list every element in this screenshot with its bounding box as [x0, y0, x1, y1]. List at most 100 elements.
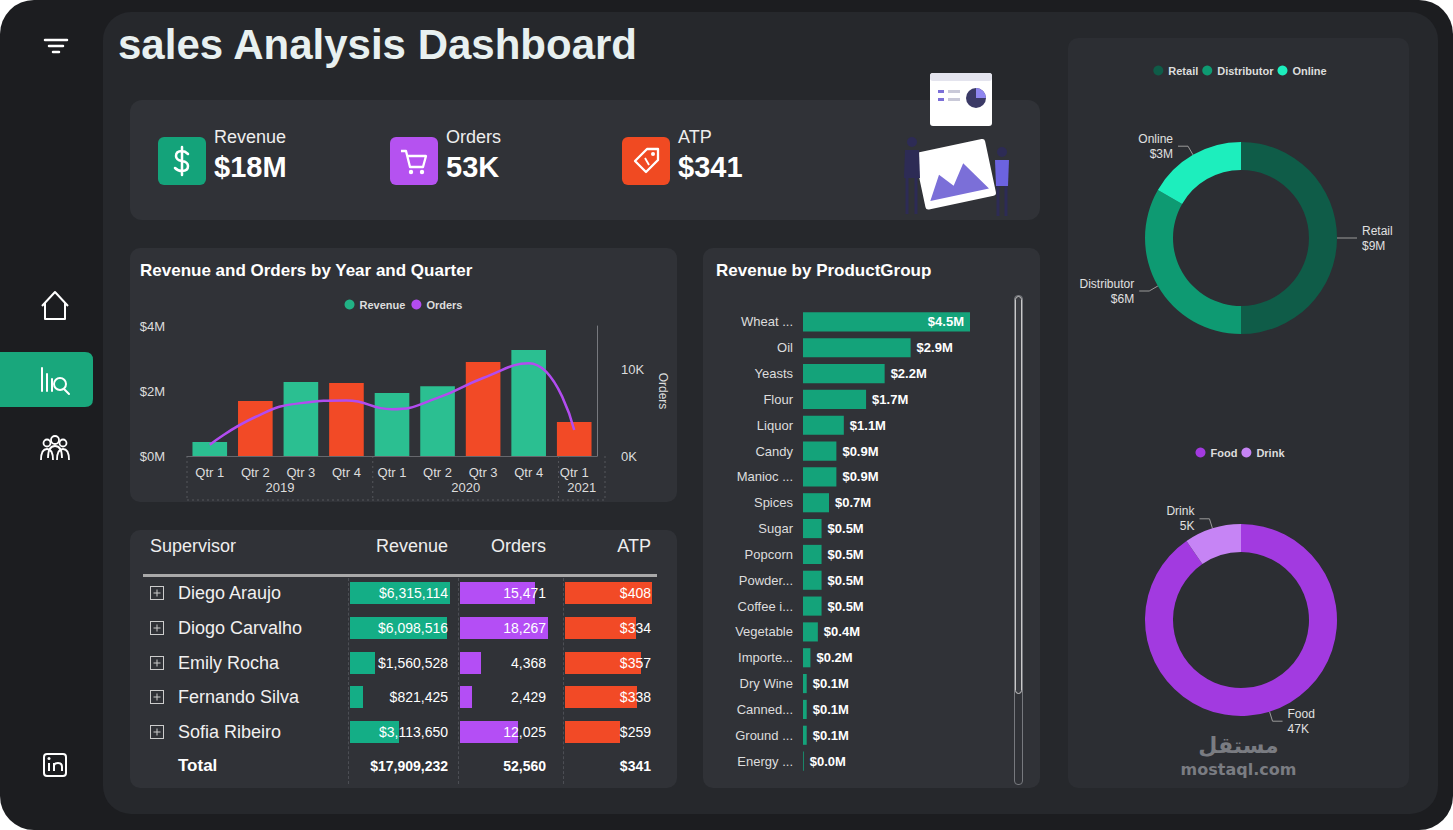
- svg-text:$1.7M: $1.7M: [872, 392, 908, 407]
- svg-text:Manioc ...: Manioc ...: [737, 469, 793, 484]
- svg-text:$0.5M: $0.5M: [828, 573, 864, 588]
- svg-text:Drink: Drink: [1166, 504, 1195, 518]
- svg-text:0K: 0K: [621, 449, 637, 464]
- svg-text:Popcorn: Popcorn: [745, 547, 793, 562]
- svg-text:$0.1M: $0.1M: [813, 728, 849, 743]
- html-text:Diego Araujo: Diego Araujo: [178, 583, 282, 603]
- svg-text:$0.1M: $0.1M: [813, 702, 849, 717]
- svg-text:Qtr 4: Qtr 4: [514, 465, 543, 480]
- svg-text:Orders: Orders: [656, 373, 670, 410]
- svg-text:$0.9M: $0.9M: [842, 444, 878, 459]
- svg-text:$3M: $3M: [1150, 147, 1173, 161]
- html-text:Supervisor: Supervisor: [150, 536, 236, 556]
- html-text:Sofia Ribeiro: Sofia Ribeiro: [178, 722, 282, 742]
- html-text:53K: 53K: [446, 151, 500, 183]
- svg-text:Qtr 4: Qtr 4: [332, 465, 361, 480]
- html-text:Emily Rocha: Emily Rocha: [178, 652, 279, 673]
- svg-text:Energy ...: Energy ...: [737, 754, 793, 769]
- svg-text:Coffee i...: Coffee i...: [738, 599, 793, 614]
- svg-text:Sugar: Sugar: [758, 521, 793, 536]
- svg-text:Liquor: Liquor: [757, 418, 794, 433]
- svg-text:Wheat ...: Wheat ...: [741, 314, 793, 329]
- svg-text:Candy: Candy: [755, 444, 793, 459]
- svg-text:Qtr 2: Qtr 2: [241, 465, 270, 480]
- html-text:$341: $341: [678, 151, 743, 183]
- svg-text:Yeasts: Yeasts: [754, 366, 793, 381]
- svg-text:$4.5M: $4.5M: [928, 314, 964, 329]
- svg-text:$0.1M: $0.1M: [813, 676, 849, 691]
- html-text:Revenue: Revenue: [375, 536, 448, 556]
- svg-text:Distributor: Distributor: [1217, 65, 1274, 77]
- svg-text:$2M: $2M: [140, 384, 165, 399]
- html-text:مستقل: مستقل: [1198, 733, 1279, 758]
- svg-text:Qtr 2: Qtr 2: [423, 465, 452, 480]
- html-text:ATP: ATP: [678, 127, 712, 147]
- html-text:Total: Total: [178, 756, 218, 775]
- svg-text:Revenue and Orders by Year and: Revenue and Orders by Year and Quarter: [140, 261, 473, 280]
- svg-text:Spices: Spices: [754, 495, 794, 510]
- svg-text:Dry Wine: Dry Wine: [740, 676, 793, 691]
- html-text:ATP: ATP: [617, 536, 651, 556]
- svg-text:Online: Online: [1292, 65, 1326, 77]
- html-text:18,267: 18,267: [503, 619, 546, 636]
- svg-text:$0M: $0M: [140, 449, 165, 464]
- svg-text:Revenue: Revenue: [360, 299, 406, 311]
- svg-text:Importe...: Importe...: [738, 650, 793, 665]
- svg-text:$9M: $9M: [1362, 239, 1385, 253]
- html-text:Fernando Silva: Fernando Silva: [178, 687, 300, 708]
- html-text:2,429: 2,429: [511, 689, 546, 706]
- svg-text:Online: Online: [1138, 132, 1173, 146]
- svg-text:Qtr 1: Qtr 1: [195, 465, 224, 480]
- svg-text:Ground ...: Ground ...: [735, 728, 793, 743]
- svg-text:Retail: Retail: [1362, 224, 1393, 238]
- svg-text:Retail: Retail: [1168, 65, 1198, 77]
- html-text:$18M: $18M: [214, 151, 287, 183]
- svg-text:Revenue by ProductGroup: Revenue by ProductGroup: [716, 261, 931, 280]
- svg-text:2020: 2020: [451, 480, 480, 495]
- svg-text:$0.2M: $0.2M: [816, 650, 852, 665]
- html-text:$334: $334: [619, 619, 651, 636]
- svg-text:Qtr 1: Qtr 1: [378, 465, 407, 480]
- svg-text:$0.5M: $0.5M: [828, 547, 864, 562]
- svg-text:$6M: $6M: [1111, 292, 1134, 306]
- svg-text:$0.5M: $0.5M: [828, 599, 864, 614]
- html-text:$357: $357: [619, 654, 651, 671]
- svg-text:47K: 47K: [1288, 722, 1309, 736]
- svg-text:10K: 10K: [621, 362, 644, 377]
- svg-text:$2.2M: $2.2M: [891, 366, 927, 381]
- svg-text:Qtr 1: Qtr 1: [560, 465, 589, 480]
- svg-text:2021: 2021: [567, 480, 596, 495]
- html-text:4,368: 4,368: [511, 654, 546, 671]
- html-text:sales Analysis Dashboard: sales Analysis Dashboard: [118, 21, 637, 68]
- svg-text:Drink: Drink: [1256, 447, 1285, 459]
- html-text:$6,098,516: $6,098,516: [377, 619, 448, 636]
- svg-text:$1.1M: $1.1M: [850, 418, 886, 433]
- svg-text:$0.5M: $0.5M: [828, 521, 864, 536]
- svg-text:Distributor: Distributor: [1080, 277, 1135, 291]
- svg-text:Qtr 3: Qtr 3: [286, 465, 315, 480]
- svg-text:$2.9M: $2.9M: [917, 340, 953, 355]
- html-text:Revenue: Revenue: [214, 127, 287, 147]
- svg-text:2019: 2019: [265, 480, 294, 495]
- svg-text:$4M: $4M: [140, 319, 165, 334]
- svg-text:Powder...: Powder...: [739, 573, 793, 588]
- svg-text:$0.9M: $0.9M: [842, 469, 878, 484]
- svg-text:Canned...: Canned...: [737, 702, 793, 717]
- svg-text:Qtr 3: Qtr 3: [469, 465, 498, 480]
- html-text:Orders: Orders: [446, 127, 501, 147]
- svg-text:Oil: Oil: [777, 340, 793, 355]
- html-text:$1,560,528: $1,560,528: [377, 654, 448, 671]
- html-text:$821,425: $821,425: [389, 689, 448, 706]
- svg-text:5K: 5K: [1180, 519, 1195, 533]
- svg-text:Vegetable: Vegetable: [735, 624, 793, 639]
- svg-text:Food: Food: [1288, 707, 1315, 721]
- svg-text:$0.0M: $0.0M: [810, 754, 846, 769]
- svg-text:Food: Food: [1211, 447, 1238, 459]
- svg-text:$0.4M: $0.4M: [824, 624, 860, 639]
- svg-text:Orders: Orders: [426, 299, 462, 311]
- html-text:Orders: Orders: [491, 536, 546, 556]
- html-text:Diogo Carvalho: Diogo Carvalho: [178, 617, 303, 638]
- html-text:mostaql.com: mostaql.com: [1180, 760, 1297, 779]
- svg-text:$0.7M: $0.7M: [835, 495, 871, 510]
- svg-text:Flour: Flour: [763, 392, 793, 407]
